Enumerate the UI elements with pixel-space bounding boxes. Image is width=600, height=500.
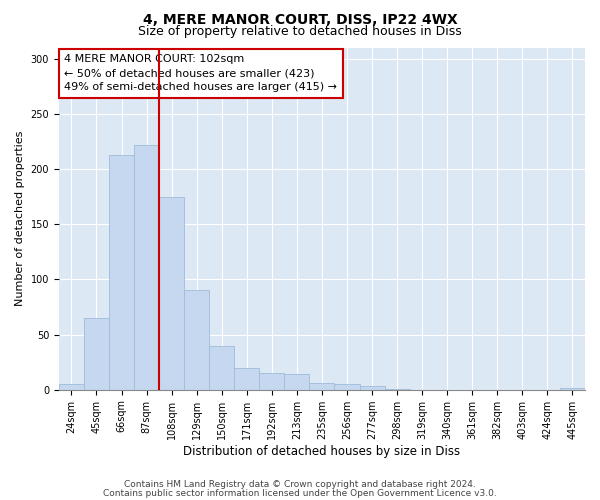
Bar [284, 374, 310, 390]
Text: Contains public sector information licensed under the Open Government Licence v3: Contains public sector information licen… [103, 488, 497, 498]
Bar [259, 373, 284, 390]
Bar [109, 154, 134, 390]
Y-axis label: Number of detached properties: Number of detached properties [15, 131, 25, 306]
Bar [209, 346, 234, 390]
Bar [560, 388, 585, 390]
Text: Size of property relative to detached houses in Diss: Size of property relative to detached ho… [138, 25, 462, 38]
Bar [184, 290, 209, 390]
Text: 4 MERE MANOR COURT: 102sqm
← 50% of detached houses are smaller (423)
49% of sem: 4 MERE MANOR COURT: 102sqm ← 50% of deta… [64, 54, 337, 92]
Bar [234, 368, 259, 390]
Text: 4, MERE MANOR COURT, DISS, IP22 4WX: 4, MERE MANOR COURT, DISS, IP22 4WX [143, 12, 457, 26]
Bar [359, 386, 385, 390]
Bar [159, 196, 184, 390]
Bar [385, 388, 410, 390]
X-axis label: Distribution of detached houses by size in Diss: Distribution of detached houses by size … [184, 444, 461, 458]
Bar [59, 384, 84, 390]
Text: Contains HM Land Registry data © Crown copyright and database right 2024.: Contains HM Land Registry data © Crown c… [124, 480, 476, 489]
Bar [84, 318, 109, 390]
Bar [310, 383, 334, 390]
Bar [134, 144, 159, 390]
Bar [334, 384, 359, 390]
